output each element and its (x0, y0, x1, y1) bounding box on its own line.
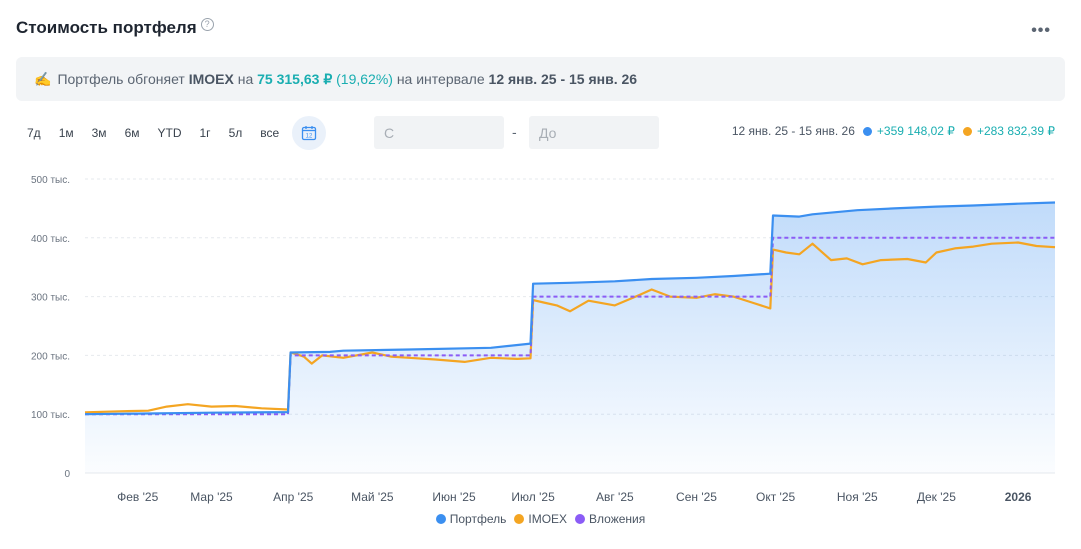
y-tick-label: 100 тыс. (31, 410, 70, 421)
portfolio-area-fill (85, 202, 1055, 473)
period-button-6m[interactable]: 6м (124, 126, 140, 140)
date-from-input[interactable] (374, 116, 504, 149)
legend-portfolio-label: Портфель (449, 512, 507, 526)
series-line-portfolio[interactable] (84, 201, 1056, 416)
x-tick-label: Ноя '25 (837, 490, 878, 504)
calendar-button[interactable]: 12 (292, 116, 327, 150)
period-button-1m[interactable]: 1м (58, 126, 74, 140)
banner-interval: 12 янв. 25 - 15 янв. 26 (488, 71, 638, 87)
legend-investments-dot-icon (575, 514, 586, 524)
imoex-dot-icon (962, 126, 972, 136)
page-title: Стоимость портфеля ? (16, 17, 214, 38)
banner-text-2: на (237, 71, 254, 87)
summary-portfolio-value: +359 148,02 ₽ (876, 124, 955, 138)
period-button-1y[interactable]: 1г (199, 126, 211, 140)
x-tick-label: Июн '25 (432, 490, 476, 504)
legend-investments-label: Вложения (589, 512, 646, 526)
y-tick-label: 300 тыс. (31, 293, 70, 304)
x-tick-label: Июл '25 (511, 490, 555, 504)
banner-percent: (19,62%) (336, 71, 393, 87)
x-tick-label: Май '25 (351, 490, 394, 504)
y-tick-label: 200 тыс. (31, 351, 70, 362)
y-tick-label: 500 тыс. (31, 175, 70, 186)
banner-index: IMOEX (188, 71, 234, 87)
more-options-icon[interactable]: ••• (1031, 22, 1051, 39)
date-range-dash: - (512, 124, 517, 140)
banner-amount: 75 315,63 ₽ (257, 70, 333, 87)
writing-hand-icon: ✍ (34, 70, 52, 87)
period-button-7d[interactable]: 7д (27, 126, 41, 140)
chart-legend: Портфель IMOEX Вложения (0, 512, 1081, 526)
summary-range: 12 янв. 25 - 15 янв. 26 (731, 124, 855, 138)
page-title-text: Стоимость портфеля (16, 18, 197, 37)
period-selector: 7д 1м 3м 6м YTD 1г 5л все 12 (18, 116, 327, 150)
period-button-ytd[interactable]: YTD (157, 126, 182, 140)
x-tick-label: Окт '25 (756, 490, 796, 504)
svg-text:12: 12 (306, 134, 313, 140)
comparison-banner: ✍ Портфель обгоняет IMOEX на 75 315,63 ₽… (16, 57, 1065, 101)
legend-item-portfolio[interactable]: Портфель (435, 512, 507, 526)
y-tick-label: 400 тыс. (31, 234, 70, 245)
period-button-5y[interactable]: 5л (228, 126, 243, 140)
help-icon[interactable]: ? (200, 17, 214, 31)
y-tick-label: 0 (64, 469, 70, 480)
portfolio-value-chart[interactable]: 0 100 тыс. 200 тыс. 300 тыс. 400 тыс. 500 тыс… (0, 160, 1081, 510)
x-tick-label: Мар '25 (190, 490, 233, 504)
period-button-3m[interactable]: 3м (91, 126, 107, 140)
summary-imoex-value: +283 832,39 ₽ (976, 124, 1055, 138)
period-button-all[interactable]: все (260, 126, 280, 140)
x-tick-label: Дек '25 (917, 490, 956, 504)
legend-portfolio-dot-icon (435, 514, 446, 524)
x-tick-label: Авг '25 (596, 490, 634, 504)
legend-imoex-label: IMOEX (528, 512, 568, 526)
x-tick-label: Апр '25 (273, 490, 313, 504)
calendar-icon: 12 (302, 126, 317, 141)
range-summary: 12 янв. 25 - 15 янв. 26 +359 148,02 ₽ +2… (732, 124, 1055, 138)
banner-text-1: Портфель обгоняет (57, 71, 185, 87)
legend-imoex-dot-icon (514, 514, 525, 524)
legend-item-imoex[interactable]: IMOEX (514, 512, 567, 526)
banner-text-3: на интервале (396, 71, 485, 87)
x-tick-label: Сен '25 (676, 490, 717, 504)
date-to-input[interactable] (529, 116, 659, 149)
portfolio-dot-icon (862, 126, 872, 136)
legend-item-investments[interactable]: Вложения (575, 512, 645, 526)
x-tick-label: Фев '25 (117, 490, 158, 504)
x-tick-label: 2026 (1005, 490, 1032, 504)
